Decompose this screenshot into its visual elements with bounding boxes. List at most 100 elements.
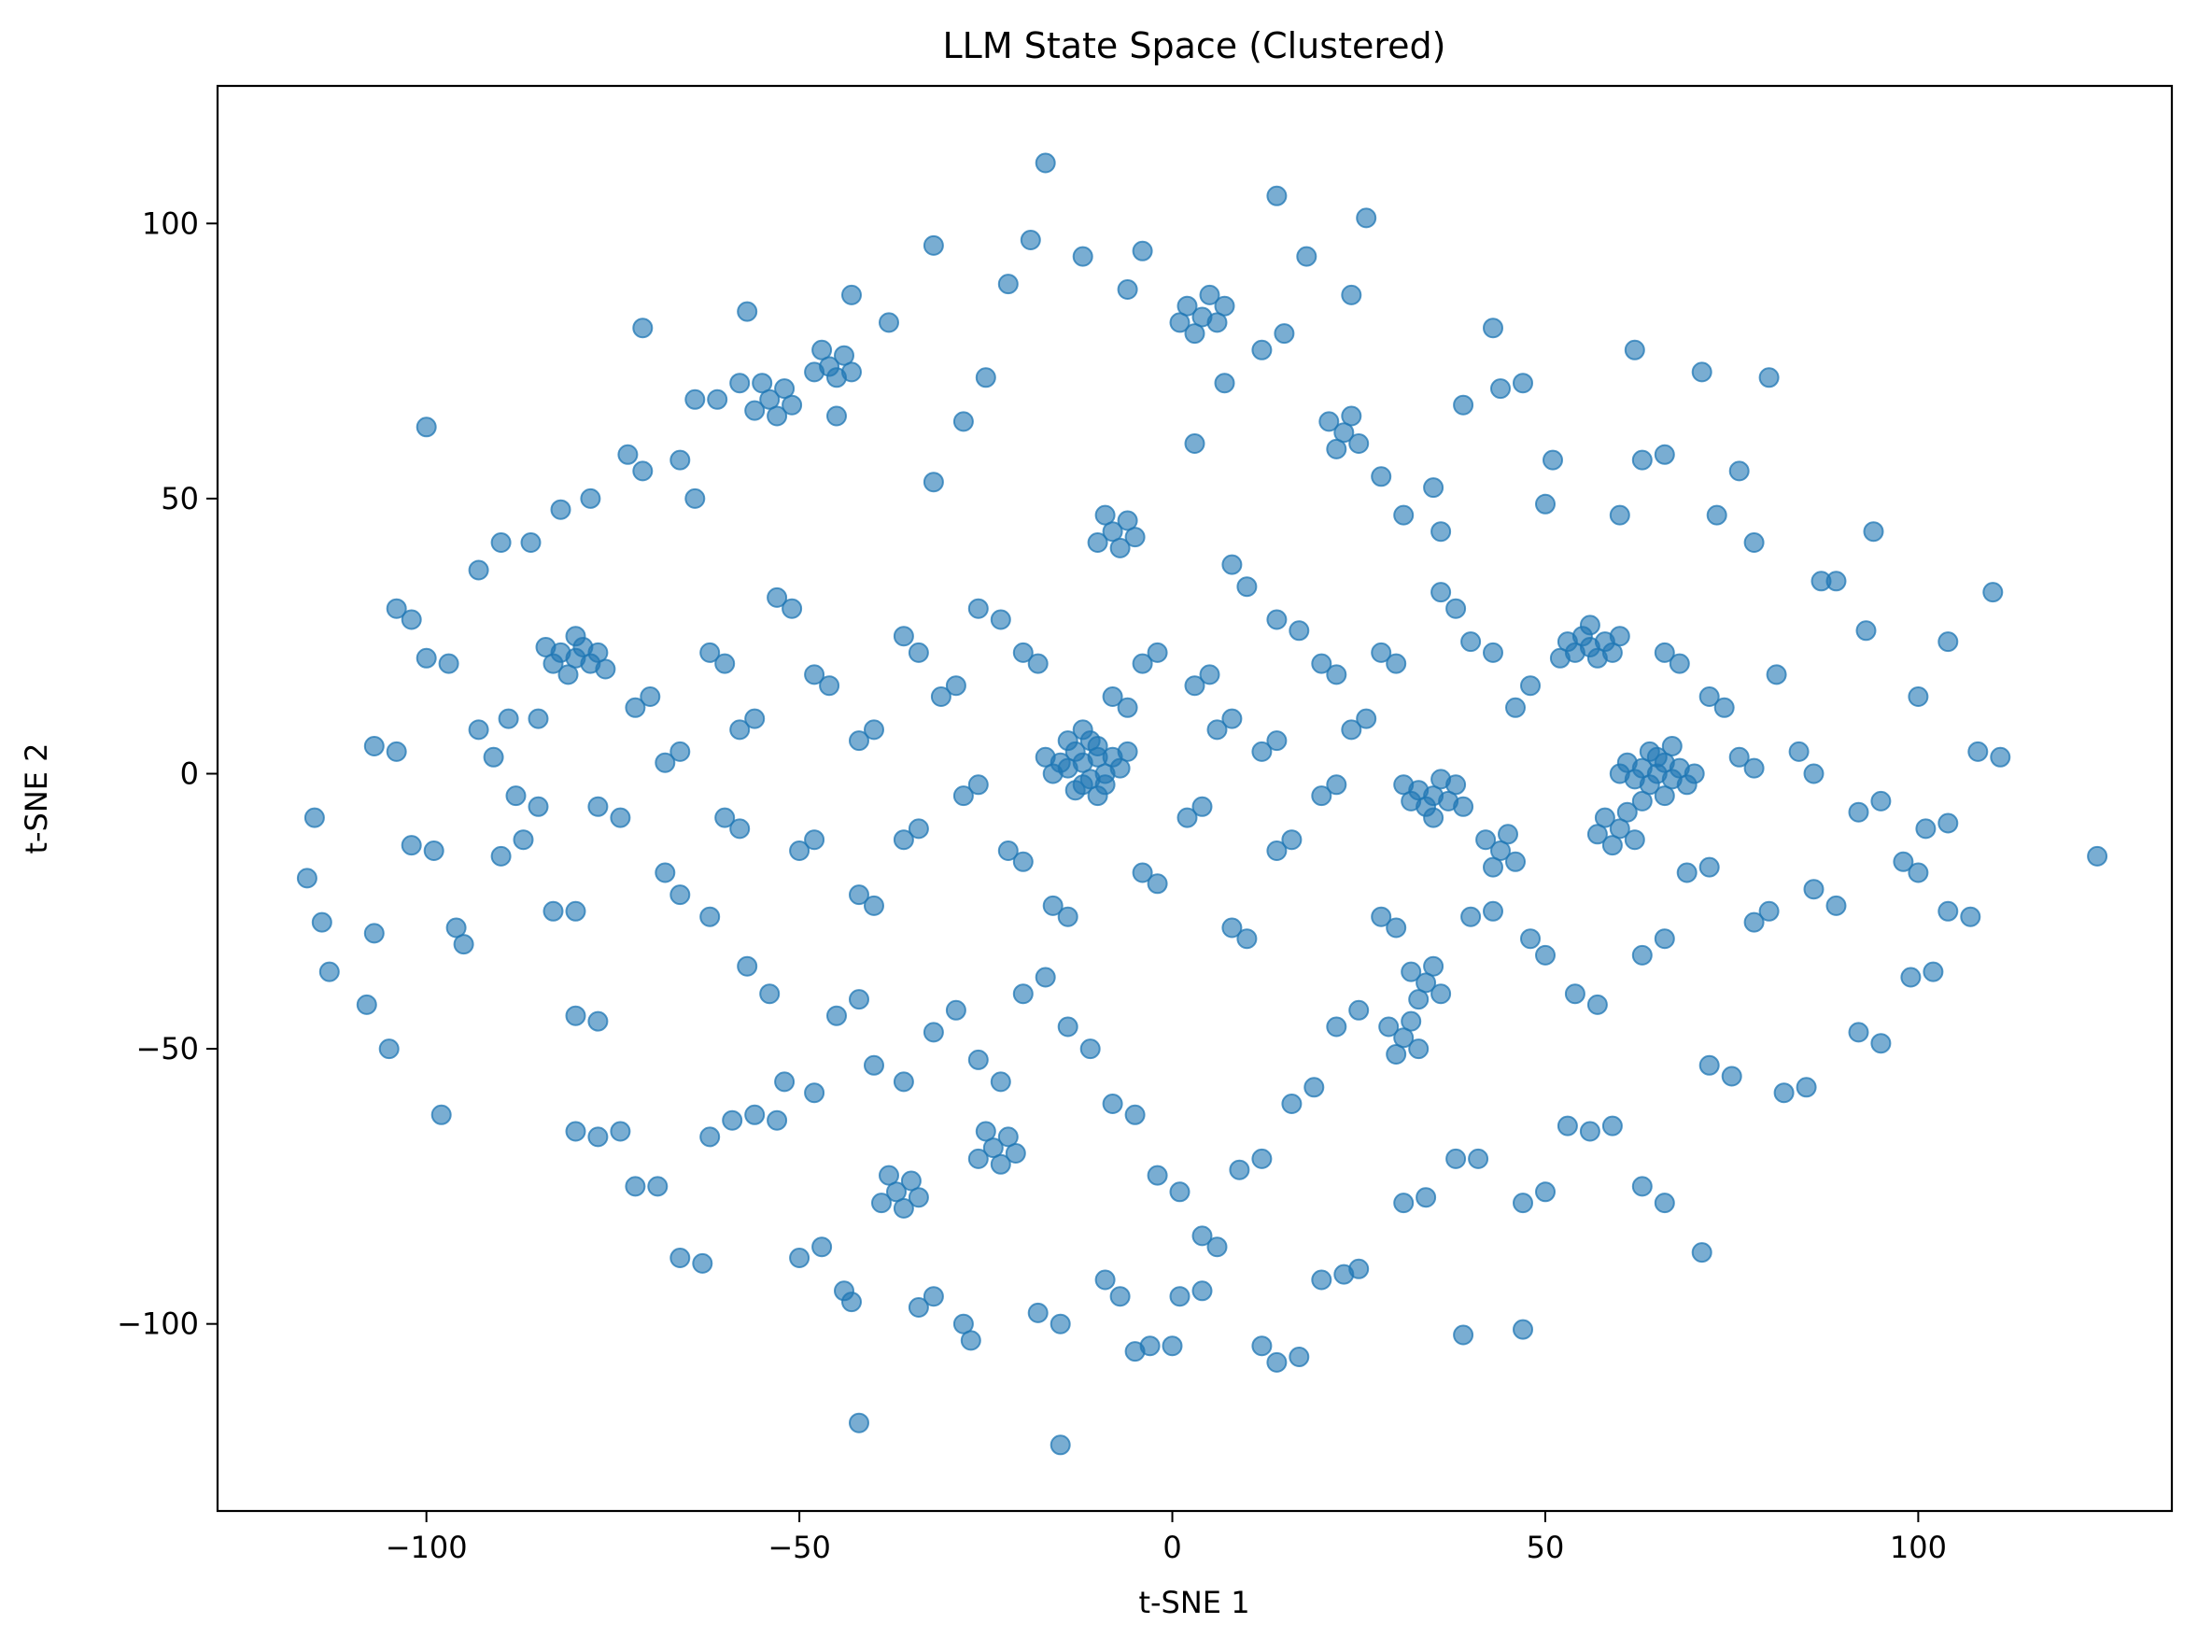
scatter-point xyxy=(1057,906,1078,927)
scatter-point xyxy=(378,1038,400,1060)
scatter-point xyxy=(1631,790,1653,812)
scatter-point xyxy=(1453,796,1474,817)
scatter-point xyxy=(1042,895,1064,916)
scatter-point xyxy=(1990,746,2011,768)
scatter-point xyxy=(1012,851,1034,872)
scatter-point xyxy=(819,675,840,697)
scatter-point xyxy=(1348,433,1370,454)
scatter-point xyxy=(990,1071,1011,1093)
scatter-point xyxy=(1513,1193,1533,1214)
scatter-point xyxy=(1445,598,1467,619)
scatter-point xyxy=(759,388,781,410)
scatter-point xyxy=(1758,367,1780,388)
scatter-point xyxy=(565,900,586,922)
scatter-point xyxy=(729,719,751,741)
scatter-point xyxy=(1266,1351,1288,1373)
scatter-point xyxy=(1393,1193,1415,1214)
scatter-point xyxy=(587,796,609,817)
scatter-point xyxy=(1698,1054,1720,1076)
y-tick-label: 100 xyxy=(142,205,199,241)
scatter-point xyxy=(453,934,474,955)
scatter-point xyxy=(1408,989,1430,1010)
scatter-point xyxy=(945,675,966,697)
scatter-point xyxy=(1401,961,1422,982)
scatter-point xyxy=(1669,653,1690,674)
scatter-point xyxy=(1445,1148,1467,1169)
scatter-point xyxy=(1027,653,1049,674)
scatter-point xyxy=(2087,845,2108,867)
scatter-point xyxy=(952,411,974,432)
scatter-point xyxy=(490,532,512,553)
scatter-point xyxy=(528,708,549,729)
scatter-point xyxy=(1035,746,1056,768)
scatter-point xyxy=(879,312,899,333)
scatter-point xyxy=(1579,1121,1600,1142)
scatter-point xyxy=(1169,312,1191,333)
scatter-point xyxy=(1535,493,1556,515)
scatter-point xyxy=(1401,1010,1422,1032)
scatter-point xyxy=(1483,856,1503,878)
scatter-point xyxy=(1251,1335,1273,1357)
scatter-point xyxy=(1371,466,1392,487)
scatter-point xyxy=(1960,906,1981,927)
scatter-point xyxy=(684,487,706,509)
scatter-point xyxy=(1788,741,1810,762)
scatter-point xyxy=(1311,1269,1332,1291)
scatter-point xyxy=(498,708,519,729)
scatter-point xyxy=(1535,1181,1556,1203)
scatter-point xyxy=(1401,790,1422,812)
scatter-point xyxy=(1870,1033,1892,1054)
scatter-point xyxy=(1803,763,1825,784)
scatter-point xyxy=(1132,862,1153,883)
scatter-point xyxy=(1139,1335,1161,1357)
scatter-point xyxy=(311,911,332,933)
scatter-point xyxy=(952,785,974,807)
scatter-point xyxy=(975,1121,996,1142)
scatter-point xyxy=(1221,554,1243,575)
scatter-point xyxy=(1691,361,1712,383)
scatter-point xyxy=(1109,1286,1131,1307)
scatter-point xyxy=(737,955,758,977)
scatter-point xyxy=(1386,1044,1407,1065)
scatter-point xyxy=(1505,851,1526,872)
scatter-point xyxy=(1102,686,1123,707)
scatter-point xyxy=(811,1236,833,1258)
scatter-point xyxy=(908,1297,929,1318)
scatter-point xyxy=(1803,879,1825,900)
y-tick-label: 0 xyxy=(180,755,199,791)
scatter-point xyxy=(864,895,884,916)
scatter-point xyxy=(1483,900,1503,922)
scatter-point xyxy=(1199,284,1220,305)
scatter-point xyxy=(1371,642,1392,663)
scatter-point xyxy=(1557,1115,1578,1137)
scatter-point xyxy=(893,626,914,647)
scatter-point xyxy=(1042,763,1064,784)
scatter-point xyxy=(1393,504,1415,526)
scatter-point xyxy=(1483,642,1503,663)
scatter-point xyxy=(647,1176,669,1197)
scatter-point xyxy=(908,1187,929,1208)
scatter-point xyxy=(1206,719,1228,741)
scatter-point xyxy=(632,460,654,482)
scatter-point xyxy=(587,642,609,663)
scatter-point xyxy=(1505,697,1526,718)
scatter-point xyxy=(1169,1181,1191,1203)
scatter-point xyxy=(565,626,586,647)
scatter-point xyxy=(1609,626,1630,647)
scatter-point xyxy=(1035,152,1056,174)
scatter-point xyxy=(1214,295,1235,317)
scatter-point xyxy=(1266,609,1288,630)
scatter-point xyxy=(1176,295,1198,317)
scatter-point xyxy=(1341,284,1362,305)
scatter-point xyxy=(617,444,639,465)
scatter-point xyxy=(468,559,489,581)
scatter-point xyxy=(1908,686,1929,707)
scatter-point xyxy=(952,1313,974,1334)
scatter-point xyxy=(1117,279,1138,300)
scatter-point xyxy=(1072,246,1093,267)
plot-area-frame xyxy=(216,84,2174,1513)
scatter-point xyxy=(1356,207,1377,229)
scatter-point xyxy=(1371,906,1392,927)
